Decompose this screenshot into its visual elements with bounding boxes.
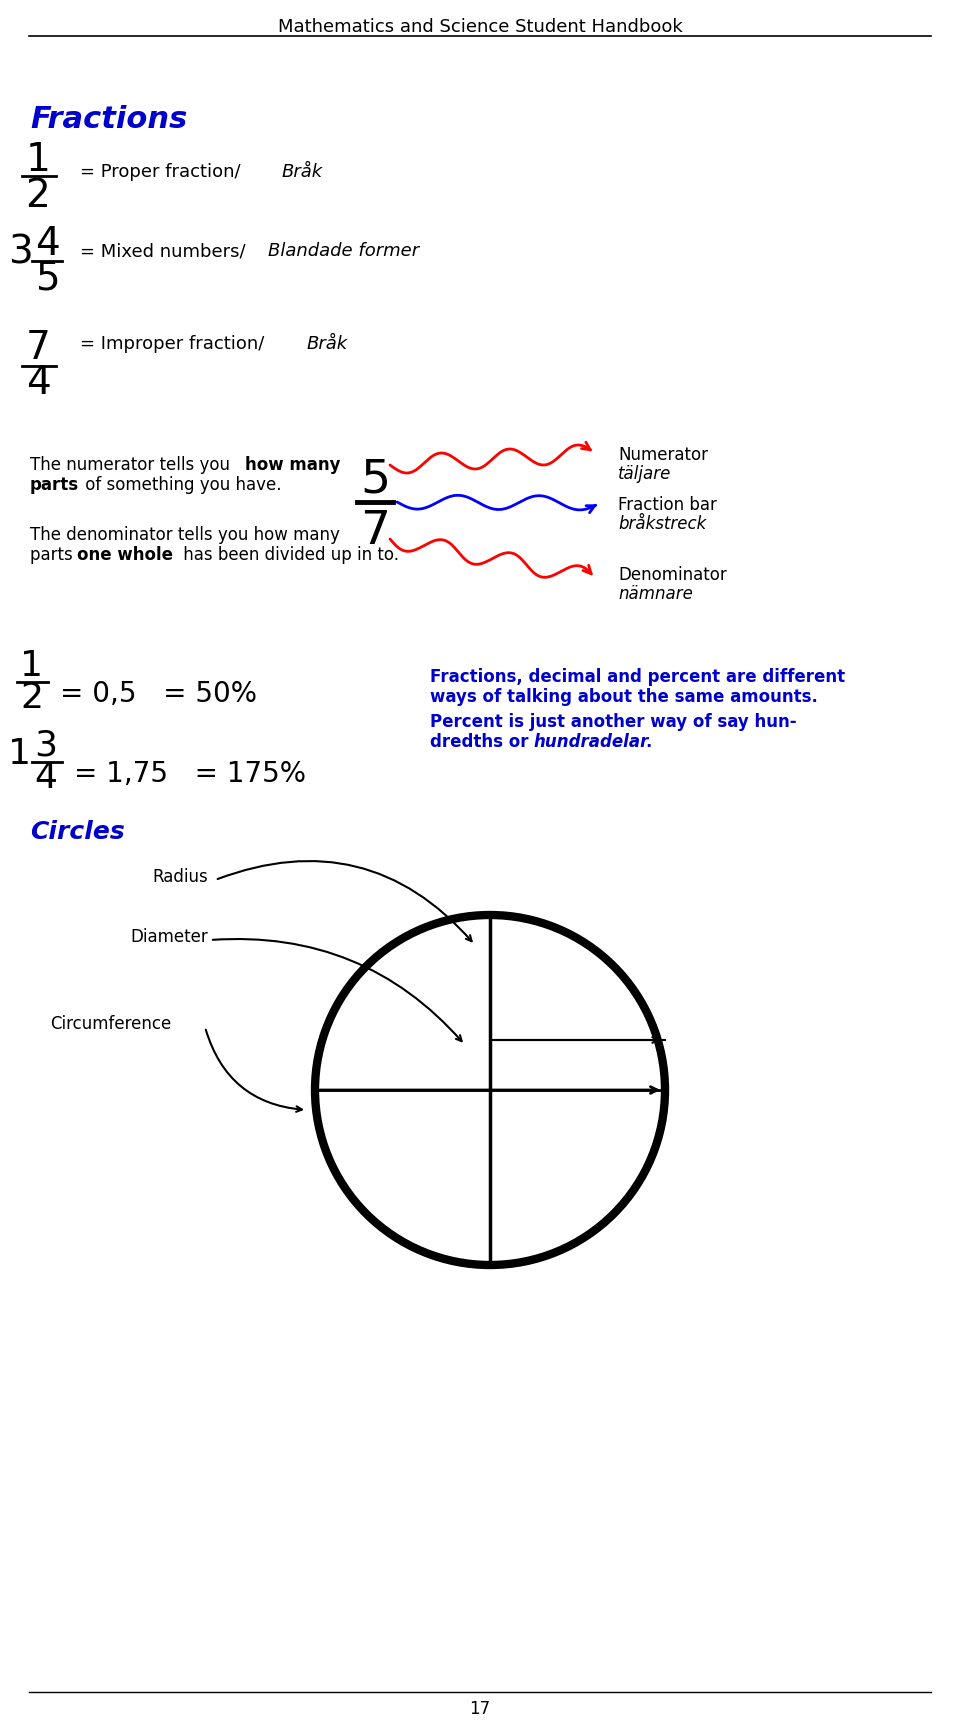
Text: = Mixed numbers/: = Mixed numbers/ <box>80 243 246 260</box>
Text: nämnare: nämnare <box>618 585 693 603</box>
Text: 1: 1 <box>26 141 51 179</box>
Text: one whole: one whole <box>77 546 173 565</box>
Text: täljare: täljare <box>618 465 671 482</box>
Text: 5: 5 <box>35 258 60 296</box>
Text: parts: parts <box>30 475 79 494</box>
Text: Bråk: Bråk <box>282 164 324 181</box>
Text: = 0,5   = 50%: = 0,5 = 50% <box>60 680 257 708</box>
Text: Circles: Circles <box>30 820 125 844</box>
Text: Radius: Radius <box>152 868 207 887</box>
Text: has been divided up in to.: has been divided up in to. <box>178 546 399 565</box>
Text: Denominator: Denominator <box>618 567 727 584</box>
Text: Percent is just another way of say hun-: Percent is just another way of say hun- <box>430 713 797 732</box>
Text: = 1,75   = 175%: = 1,75 = 175% <box>74 759 306 789</box>
Text: 3: 3 <box>8 232 33 270</box>
Text: 2: 2 <box>20 680 43 715</box>
Text: The numerator tells you: The numerator tells you <box>30 456 235 474</box>
Text: of something you have.: of something you have. <box>80 475 281 494</box>
Text: ways of talking about the same amounts.: ways of talking about the same amounts. <box>430 689 818 706</box>
Text: 1: 1 <box>20 649 43 684</box>
Text: hundradelar: hundradelar <box>533 734 648 751</box>
Text: dredths or: dredths or <box>430 734 535 751</box>
Text: 4: 4 <box>26 363 50 401</box>
Text: = Improper fraction/: = Improper fraction/ <box>80 336 264 353</box>
Text: 1: 1 <box>9 737 32 771</box>
Text: 5: 5 <box>360 458 390 503</box>
Text: 3: 3 <box>35 728 58 763</box>
Text: 2: 2 <box>26 177 50 215</box>
Text: Mathematics and Science Student Handbook: Mathematics and Science Student Handbook <box>277 17 683 36</box>
Text: Fractions, decimal and percent are different: Fractions, decimal and percent are diffe… <box>430 668 845 685</box>
Text: 4: 4 <box>35 761 58 796</box>
Text: Bråk: Bråk <box>307 336 348 353</box>
Text: 17: 17 <box>469 1700 491 1719</box>
Text: Numerator: Numerator <box>618 446 708 463</box>
Text: 4: 4 <box>35 226 60 263</box>
Text: parts: parts <box>30 546 78 565</box>
Text: 7: 7 <box>26 329 51 367</box>
Text: 7: 7 <box>360 510 390 554</box>
Text: Blandade former: Blandade former <box>268 243 420 260</box>
Text: Circumference: Circumference <box>50 1014 171 1033</box>
Text: bråkstreck: bråkstreck <box>618 515 707 534</box>
Text: Fractions: Fractions <box>30 105 187 134</box>
Text: Diameter: Diameter <box>130 928 207 945</box>
Text: .: . <box>645 734 652 751</box>
Text: = Proper fraction/: = Proper fraction/ <box>80 164 241 181</box>
Text: how many: how many <box>245 456 341 474</box>
Text: Fraction bar: Fraction bar <box>618 496 717 513</box>
Text: The denominator tells you how many: The denominator tells you how many <box>30 525 340 544</box>
